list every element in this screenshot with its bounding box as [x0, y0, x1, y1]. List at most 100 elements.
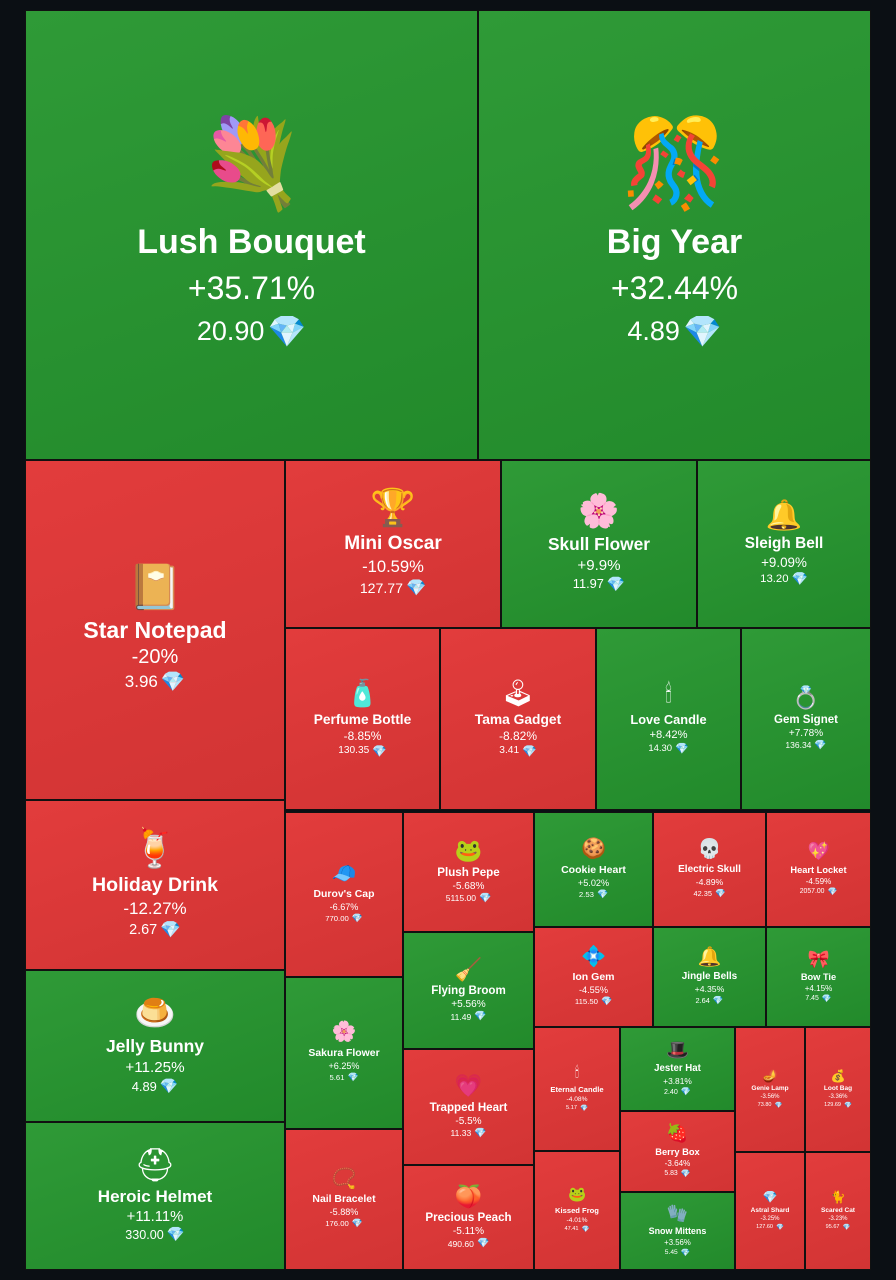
treemap-tile[interactable]: 🍮 Jelly Bunny +11.25% 4.89 💎: [25, 970, 285, 1122]
scared-cat-icon: 🐈: [830, 1190, 846, 1205]
diamond-icon: 💎: [596, 888, 609, 899]
item-name: Heroic Helmet: [97, 1187, 213, 1207]
candle-icon: 🕯: [665, 680, 672, 708]
item-price: 73.80 💎: [758, 1101, 783, 1109]
treemap-tile[interactable]: 🎊 Big Year +32.44% 4.89 💎: [478, 10, 871, 460]
item-name: Berry Box: [655, 1146, 700, 1157]
item-price: 5.83 💎: [664, 1169, 690, 1178]
diamond-icon: 💎: [166, 1227, 185, 1244]
diamond-icon: 💎: [476, 1238, 490, 1250]
item-price: 42.35 💎: [693, 888, 725, 899]
treemap-tile[interactable]: 🔔 Sleigh Bell +9.09% 13.20 💎: [697, 460, 871, 628]
item-price: 2.67 💎: [129, 920, 181, 940]
percent-change: -5.11%: [452, 1226, 485, 1238]
price-value: 5.61: [329, 1072, 345, 1082]
item-name: Electric Skull: [678, 863, 741, 875]
treemap-tile[interactable]: 💖 Heart Locket -4.59% 2057.00 💎: [766, 812, 871, 927]
percent-change: +4.15%: [804, 984, 833, 994]
treemap-tile[interactable]: 🎀 Bow Tie +4.15% 7.45 💎: [766, 927, 871, 1027]
item-price: 4.89 💎: [627, 313, 721, 350]
percent-change: +35.71%: [187, 269, 316, 306]
jelly-bunny-icon: 🍮: [134, 994, 176, 1032]
treemap-tile[interactable]: 🕯 Love Candle +8.42% 14.30 💎: [596, 628, 741, 810]
treemap-tile[interactable]: 🍑 Precious Peach -5.11% 490.60 💎: [403, 1165, 534, 1270]
item-name: Perfume Bottle: [313, 711, 412, 727]
price-value: 176.00: [325, 1219, 349, 1229]
price-value: 127.60: [756, 1223, 773, 1230]
skull-flower-icon: 🌸: [578, 493, 620, 531]
diamond-icon: 💎: [601, 996, 613, 1007]
percent-change: -8.82%: [498, 728, 538, 743]
item-name: Big Year: [606, 222, 743, 261]
treemap-tile[interactable]: 💍 Gem Signet +7.78% 136.34 💎: [741, 628, 871, 810]
item-name: Star Notepad: [83, 617, 227, 643]
sakura-icon: 🌸: [331, 1021, 357, 1044]
price-value: 330.00: [125, 1227, 164, 1242]
treemap-tile[interactable]: 🧹 Flying Broom +5.56% 11.49 💎: [403, 932, 534, 1049]
price-value: 127.77: [359, 579, 403, 596]
diamond-icon: 💎: [775, 1223, 784, 1231]
price-value: 95.67: [825, 1223, 840, 1230]
item-name: Precious Peach: [425, 1212, 512, 1225]
treemap-tile[interactable]: 📔 Star Notepad -20% 3.96 💎: [25, 460, 285, 800]
price-value: 5115.00: [445, 893, 476, 904]
diamond-icon: 💎: [712, 995, 724, 1006]
item-name: Eternal Candle: [550, 1084, 604, 1094]
item-price: 20.90 💎: [197, 313, 306, 350]
treemap-tile[interactable]: 🔔 Jingle Bells +4.35% 2.64 💎: [653, 927, 766, 1027]
treemap-tile[interactable]: 💠 Ion Gem -4.55% 115.50 💎: [534, 927, 653, 1027]
broom-icon: 🧹: [454, 956, 483, 982]
item-name: Jester Hat: [654, 1063, 701, 1075]
percent-change: +11.25%: [125, 1059, 185, 1077]
treemap-tile[interactable]: 💐 Lush Bouquet +35.71% 20.90 💎: [25, 10, 478, 460]
item-price: 3.96 💎: [125, 670, 185, 694]
treemap-tile[interactable]: 🐸 Kissed Frog -4.01% 47.41 💎: [534, 1151, 620, 1270]
percent-change: -3.64%: [664, 1158, 691, 1168]
diamond-icon: 💎: [351, 913, 363, 924]
treemap-tile[interactable]: 💗 Trapped Heart -5.5% 11.33 💎: [403, 1049, 534, 1165]
price-value: 4.89: [131, 1078, 157, 1094]
treemap-tile[interactable]: 🍪 Cookie Heart +5.02% 2.53 💎: [534, 812, 653, 927]
treemap-tile[interactable]: 💀 Electric Skull -4.89% 42.35 💎: [653, 812, 766, 927]
treemap-tile[interactable]: 🐸 Plush Pepe -5.68% 5115.00 💎: [403, 812, 534, 932]
item-price: 11.97 💎: [573, 575, 625, 593]
diamond-icon: 💎: [159, 1079, 179, 1096]
item-price: 2.40 💎: [664, 1087, 691, 1097]
treemap-tile[interactable]: 🕹 Tama Gadget -8.82% 3.41 💎: [440, 628, 596, 810]
percent-change: +9.09%: [761, 555, 807, 571]
item-name: Durov's Cap: [313, 889, 375, 901]
item-price: 5.61 💎: [329, 1072, 358, 1083]
treemap-tile[interactable]: 🧴 Perfume Bottle -8.85% 130.35 💎: [285, 628, 440, 810]
price-value: 136.34: [785, 740, 812, 751]
percent-change: +11.11%: [126, 1209, 184, 1226]
percent-change: +9.9%: [577, 556, 621, 574]
item-name: Scared Cat: [821, 1206, 855, 1214]
price-value: 11.97: [572, 576, 604, 592]
treemap-tile[interactable]: 🪔 Genie Lamp -3.56% 73.80 💎: [735, 1027, 805, 1152]
price-value: 130.35: [338, 745, 370, 757]
treemap-tile[interactable]: 📿 Nail Bracelet -5.88% 176.00 💎: [285, 1129, 403, 1270]
treemap-tile[interactable]: 🐈 Scared Cat -3.23% 95.67 💎: [805, 1152, 871, 1270]
percent-change: -12.27%: [123, 898, 187, 918]
treemap-tile[interactable]: 💎 Astral Shard -3.25% 127.60 💎: [735, 1152, 805, 1270]
plush-frog-icon: 🐸: [454, 838, 483, 864]
diamond-icon: 💎: [267, 313, 307, 349]
treemap-tile[interactable]: 🎩 Jester Hat +3.81% 2.40 💎: [620, 1027, 735, 1111]
treemap-tile[interactable]: 🧤 Snow Mittens +3.56% 5.45 💎: [620, 1192, 735, 1270]
diamond-icon: 💎: [160, 671, 186, 693]
treemap-tile[interactable]: 🕯 Eternal Candle -4.08% 5.17 💎: [534, 1027, 620, 1151]
price-value: 2.40: [663, 1088, 678, 1097]
treemap-tile[interactable]: 🍓 Berry Box -3.64% 5.83 💎: [620, 1111, 735, 1192]
price-value: 490.60: [447, 1238, 474, 1249]
item-name: Astral Shard: [750, 1206, 790, 1214]
diamond-icon: 💎: [479, 892, 492, 904]
price-value: 11.49: [450, 1011, 472, 1022]
diamond-icon: 💎: [821, 994, 832, 1004]
treemap-tile[interactable]: 💰 Loot Bag -3.36% 129.69 💎: [805, 1027, 871, 1152]
treemap-tile[interactable]: 🌸 Skull Flower +9.9% 11.97 💎: [501, 460, 697, 628]
treemap-tile[interactable]: 🏆 Mini Oscar -10.59% 127.77 💎: [285, 460, 501, 628]
treemap-tile[interactable]: ⛑ Heroic Helmet +11.11% 330.00 💎: [25, 1122, 285, 1270]
treemap-tile[interactable]: 🌸 Sakura Flower +6.25% 5.61 💎: [285, 977, 403, 1129]
treemap-tile[interactable]: 🧢 Durov's Cap -6.67% 770.00 💎: [285, 812, 403, 977]
treemap-tile[interactable]: 🍹 Holiday Drink -12.27% 2.67 💎: [25, 800, 285, 970]
